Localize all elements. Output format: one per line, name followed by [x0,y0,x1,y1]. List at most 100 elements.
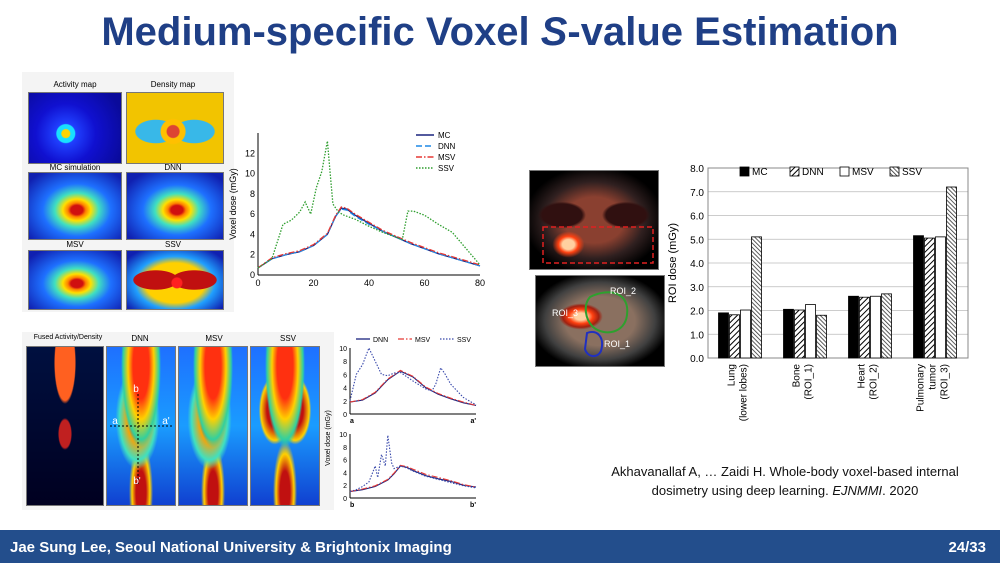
category-label: (ROI_3) [940,364,951,400]
map-label-activity: Activity map [53,80,97,89]
bottom-label-ssv: SSV [279,334,296,343]
legend-label-ssv: SSV [457,337,471,344]
map-label-mc: MC simulation [49,163,101,172]
legend-swatch-dnn [789,166,800,177]
msv-body-image [178,346,248,506]
x-tick-label: 20 [308,278,318,288]
bar-ssv [881,293,892,359]
y-tick-label: 2 [343,399,347,406]
roi-label-3: ROI_3 [551,308,578,318]
y-tick-label: 8.0 [690,164,704,175]
y-tick-label: 6 [250,209,255,219]
y-tick-label: 2.0 [690,307,704,318]
legend-label-ssv: SSV [438,164,455,173]
y-tick-label: 6 [343,458,347,465]
series-line-msv [349,369,477,406]
series-line-mc [257,207,481,269]
bar-mc [913,235,924,359]
series-line-msv [257,206,481,269]
category-label: Pulmonary [916,364,927,412]
map-label-msv: MSV [66,240,84,249]
y-tick-label: 8 [343,445,347,452]
y-tick-label: 1.0 [690,330,704,341]
ssv-image [126,250,224,310]
bar-mc [718,312,729,359]
y-tick-label: 6 [343,372,347,379]
bar-ssv [816,314,827,359]
bar-msv [935,236,946,359]
bottom-label-fused: Fused Activity/Density [33,334,103,341]
density-map-image [126,92,224,164]
mark-b: b [133,384,139,395]
category-label: tumor [928,363,939,389]
legend-label-mc: MC [752,167,768,178]
roi-dose-bar-chart: 0.0 1.0 2.0 3.0 4.0 5.0 6.0 7.0 8.0 ROI dose (mGy… [667,164,969,421]
dnn-image [126,172,224,240]
ct-coronal-image [529,170,659,270]
x-tick-label: 60 [419,278,429,288]
series-line-ssv [349,435,477,493]
footer-author: Jae Sung Lee, Seoul National University … [10,539,452,556]
category-label: (ROI_1) [804,364,815,400]
fused-activity-density-image [26,346,104,506]
bar-mc [848,295,859,359]
y-tick-label: 10 [245,169,255,179]
series-line-dnn [349,465,477,493]
y-tick-label: 8 [343,359,347,366]
citation-line-1: Akhavanallaf A, … Zaidi H. Whole-body vo… [611,464,959,479]
y-tick-label: 8 [250,189,255,199]
x-tick-label: 80 [475,278,485,288]
legend-label-dnn: DNN [373,337,388,344]
map-label-density: Density map [150,80,196,89]
y-tick-label: 0 [343,496,347,503]
y-tick-label: 4.0 [690,259,704,270]
roi-label-1: ROI_1 [603,339,630,349]
map-label-ssv: SSV [164,240,181,249]
slide-title: Medium-specific Voxel S-value Estimation [101,10,899,54]
mark-b-prime: b' [133,476,141,487]
series-line-msv [349,464,477,493]
voxel-dose-profile-chart: 0 2 4 6 8 10 12 0 20 40 60 80 Voxel dose (mGy) MC DNN M… [228,131,485,288]
ct-roi-box [542,226,654,264]
plot-frame [707,167,969,359]
y-tick-label: 10 [339,432,347,439]
legend-label-msv: MSV [415,337,431,344]
mark-a-prime: a' [162,416,170,427]
mc-simulation-image [28,172,122,240]
citation-line-2: dosimetry using deep learning. EJNMMI. 2… [651,483,919,498]
bar-dnn [924,237,935,359]
y-tick-label: 12 [245,148,255,158]
legend-label-mc: MC [438,131,451,140]
y-tick-label: 4 [343,386,347,393]
legend-swatch-msv [839,166,850,177]
y-tick-label: 5.0 [690,235,704,246]
legend-label-dnn: DNN [802,167,824,178]
x-tick-label: 40 [364,278,374,288]
category-label: Lung [727,364,738,386]
y-axis-label: ROI dose (mGy) [667,223,679,303]
y-tick-label: 2 [250,250,255,260]
legend-label-msv: MSV [438,153,456,162]
x-end-label-start: a [350,418,354,425]
legend-label-msv: MSV [852,167,874,178]
legend-label-dnn: DNN [438,142,456,151]
citation: Akhavanallaf A, … Zaidi H. Whole-body vo… [600,462,970,500]
y-tick-label: 0.0 [690,354,704,365]
legend-label-ssv: SSV [902,167,922,178]
category-label: Heart [857,364,868,389]
category-label: (lower lobes) [739,364,750,421]
y-tick-label: 0 [343,412,347,419]
roi-label-2: ROI_2 [609,286,636,296]
ssv-body-image [250,346,320,506]
category-label: Bone [792,364,803,388]
y-axis-label: Voxel dose (mGy) [228,168,238,240]
ct-roi-contours [583,291,629,357]
profile-crosshair-lines [110,394,172,486]
x-end-label-end: a' [470,418,476,425]
bar-dnn [859,296,870,359]
y-tick-label: 6.0 [690,212,704,223]
bar-dnn [794,309,805,359]
activity-map-image [28,92,122,164]
x-end-label-start: b [350,502,354,509]
